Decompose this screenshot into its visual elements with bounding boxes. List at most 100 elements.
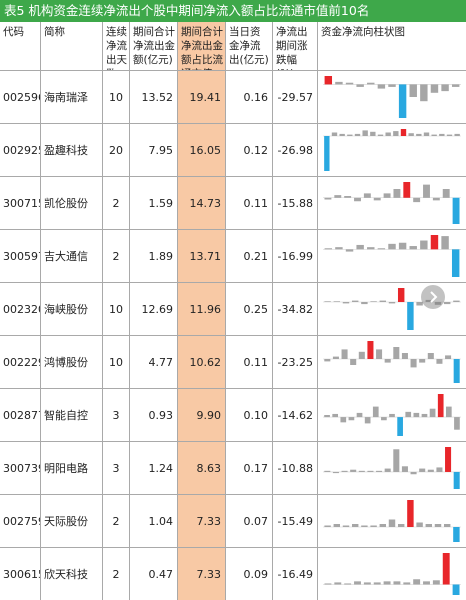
bar-chart-cell <box>318 442 466 494</box>
bar <box>377 248 386 250</box>
sparkline <box>323 341 461 383</box>
table-cell: 1.04 <box>130 495 177 547</box>
bar <box>434 302 442 305</box>
bar <box>443 524 451 527</box>
bar <box>363 193 371 198</box>
bar <box>324 415 330 418</box>
bar <box>324 359 331 362</box>
table-cell: 4.77 <box>130 336 177 388</box>
table-cell: 0.09 <box>226 548 272 600</box>
bar <box>432 197 440 201</box>
table-cell: 11.96 <box>178 283 225 335</box>
table-cell: 吉大通信 <box>41 230 102 282</box>
bar <box>334 195 342 198</box>
table-cell: 13.52 <box>130 71 177 123</box>
column-header: 代码 <box>0 22 40 70</box>
bar <box>334 582 342 585</box>
table-cell: 2 <box>103 548 129 600</box>
bar <box>344 196 352 198</box>
bar <box>341 349 348 359</box>
bar <box>367 470 374 472</box>
table-cell: 海峡股份 <box>41 283 102 335</box>
table-cell: 300597 <box>0 230 40 282</box>
table-cell: 10.62 <box>178 336 225 388</box>
table-cell: 10 <box>103 283 129 335</box>
column-header: 资金净流向柱状图 <box>318 22 466 70</box>
bar <box>344 583 352 585</box>
bar <box>354 581 361 585</box>
table-cell: 13.71 <box>178 230 225 282</box>
bar <box>416 133 422 136</box>
table-cell: -14.62 <box>273 389 317 441</box>
bar <box>389 413 395 418</box>
bar <box>453 359 460 383</box>
bar <box>405 411 412 418</box>
bar-chart-cell <box>318 283 466 335</box>
bar-chart-cell <box>318 230 466 282</box>
bar <box>385 132 391 136</box>
bar <box>324 301 331 302</box>
table-cell: -15.88 <box>273 177 317 229</box>
bar <box>335 81 343 85</box>
bar <box>388 84 396 87</box>
bar <box>409 84 417 97</box>
bar <box>358 351 365 359</box>
bar <box>393 189 401 198</box>
bar <box>333 524 341 527</box>
bar <box>341 470 348 472</box>
bar <box>381 417 387 421</box>
bar <box>324 470 331 472</box>
bar <box>442 189 450 198</box>
bar <box>324 248 333 250</box>
bar <box>413 412 420 418</box>
table-cell: 0.25 <box>226 283 272 335</box>
bar <box>393 581 401 585</box>
sparkline <box>323 394 461 436</box>
bar <box>333 301 341 302</box>
bar <box>332 356 339 359</box>
table-cell: 20 <box>103 124 129 176</box>
bar <box>421 413 428 418</box>
table-cell: 盈趣科技 <box>41 124 102 176</box>
bar <box>347 134 353 136</box>
bar <box>351 524 359 527</box>
table-cell: 8.63 <box>178 442 225 494</box>
bar-chart-cell <box>318 389 466 441</box>
bar <box>383 581 391 585</box>
table-cell: 12.69 <box>130 283 177 335</box>
table-cell: 16.05 <box>178 124 225 176</box>
bar <box>441 84 449 92</box>
bar <box>370 301 377 302</box>
bar-chart-cell <box>318 177 466 229</box>
bar <box>340 417 347 423</box>
bar <box>445 355 452 359</box>
sparkline <box>323 288 461 330</box>
bar <box>356 84 364 87</box>
bar <box>451 249 460 277</box>
sparkline <box>323 182 461 224</box>
bar <box>388 302 396 304</box>
bar <box>379 300 387 302</box>
bar <box>410 471 417 475</box>
table-cell: -16.49 <box>273 548 317 600</box>
next-button[interactable] <box>421 285 445 309</box>
table-cell: 0.07 <box>226 495 272 547</box>
bar <box>376 470 383 472</box>
bar <box>443 302 451 305</box>
table-cell: 1.59 <box>130 177 177 229</box>
bar <box>393 449 400 472</box>
table-cell: 明阳电路 <box>41 442 102 494</box>
bar <box>364 417 371 424</box>
table-cell: 0.16 <box>226 71 272 123</box>
bar <box>413 197 421 203</box>
table-cell: 欣天科技 <box>41 548 102 600</box>
bar <box>410 359 417 368</box>
bar <box>362 130 368 136</box>
bar <box>356 244 364 250</box>
bar <box>367 341 374 359</box>
table-cell: -23.25 <box>273 336 317 388</box>
bar <box>403 182 411 198</box>
bar <box>356 412 363 418</box>
bar <box>420 240 428 250</box>
table-cell: 0.11 <box>226 336 272 388</box>
